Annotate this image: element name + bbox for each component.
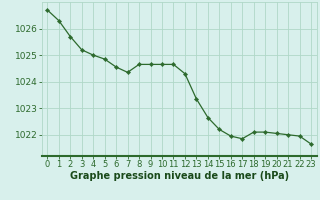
X-axis label: Graphe pression niveau de la mer (hPa): Graphe pression niveau de la mer (hPa)	[70, 171, 289, 181]
